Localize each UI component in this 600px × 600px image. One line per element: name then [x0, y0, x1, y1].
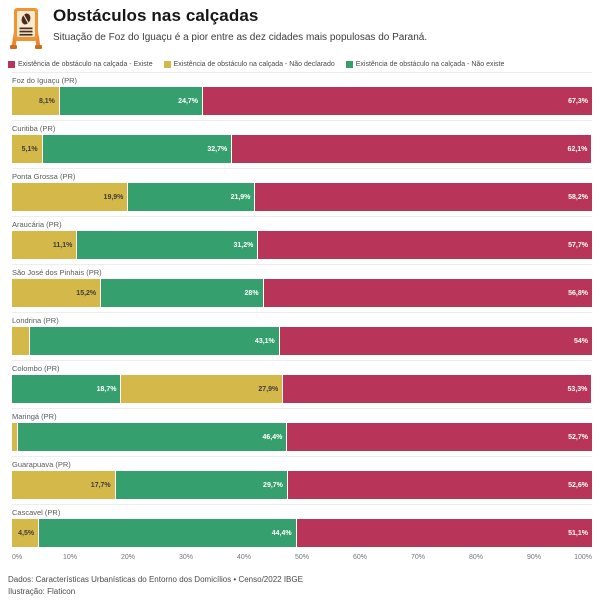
legend-item-nao-declarado: Existência de obstáculo na calçada - Não… — [163, 61, 335, 68]
bar-category-label: Guarapuava (PR) — [12, 460, 71, 469]
bar-segment-nao_existe: 32,7% — [41, 135, 232, 163]
data-source-credit: Dados: Características Urbanísticas do E… — [8, 575, 303, 584]
chart-row: Cascavel (PR) 4,5% 44,4% 51,1% — [12, 504, 592, 547]
header: Obstáculos nas calçadas Situação de Foz … — [8, 5, 592, 49]
stacked-bar: 8,1% 24,7% 67,3% — [12, 87, 592, 115]
easel-sign-icon — [8, 7, 44, 49]
chart-row: Maringá (PR) 46,4% 52,7% — [12, 408, 592, 451]
stacked-bar: 43,1% 54% — [12, 327, 592, 355]
x-axis-tick: 60% — [352, 554, 368, 561]
page-subtitle: Situação de Foz do Iguaçu é a pior entre… — [53, 32, 428, 43]
bar-segment-existe: 52,7% — [286, 423, 592, 451]
bar-segment-nao_existe: 28% — [100, 279, 263, 307]
bar-category-label: Maringá (PR) — [12, 412, 57, 421]
x-axis-tick: 30% — [178, 554, 194, 561]
bar-segment-nao_declarado: 8,1% — [12, 87, 59, 115]
illustration-credit: Ilustração: Flaticon — [8, 586, 76, 596]
chart-row: Foz do Iguaçu (PR) 8,1% 24,7% 67,3% — [12, 72, 592, 115]
bar-segment-nao_declarado — [12, 423, 18, 451]
bar-segment-existe: 62,1% — [231, 135, 592, 163]
legend-label: Existência de obstáculo na calçada - Não… — [355, 61, 505, 68]
stacked-bar: 15,2% 28% 56,8% — [12, 279, 592, 307]
stacked-bar: 46,4% 52,7% — [12, 423, 592, 451]
x-axis-tick: 70% — [410, 554, 426, 561]
bar-category-label: Ponta Grossa (PR) — [12, 172, 76, 181]
bar-segment-existe: 52,6% — [286, 471, 592, 499]
legend-swatch-yellow — [163, 61, 171, 68]
bar-category-label: Cascavel (PR) — [12, 508, 61, 517]
stacked-bar: 18,7% 27,9% 53,3% — [12, 375, 592, 403]
bar-segment-nao_existe: 29,7% — [114, 471, 287, 499]
bar-category-label: Foz do Iguaçu (PR) — [12, 76, 78, 85]
x-axis-tick: 10% — [62, 554, 78, 561]
bar-segment-nao_declarado — [12, 327, 29, 355]
bar-segment-existe: 51,1% — [295, 519, 592, 547]
bar-category-label: Colombo (PR) — [12, 364, 60, 373]
x-axis-tick: 90% — [526, 554, 542, 561]
bar-segment-nao_existe: 21,9% — [127, 183, 255, 211]
bar-segment-nao_declarado: 4,5% — [12, 519, 39, 547]
bar-segment-nao_declarado: 17,7% — [12, 471, 115, 499]
chart-row: Curitiba (PR) 5,1% 32,7% 62,1% — [12, 120, 592, 163]
chart-row: Colombo (PR) 18,7% 27,9% 53,3% — [12, 360, 592, 403]
bar-segment-nao_declarado: 11,1% — [12, 231, 77, 259]
chart-row: São José dos Pinhais (PR) 15,2% 28% 56,8% — [12, 264, 592, 307]
bar-segment-existe: 67,3% — [202, 87, 592, 115]
bar-segment-existe: 54% — [278, 327, 592, 355]
bar-segment-nao_declarado: 27,9% — [120, 375, 283, 403]
footer: Dados: Características Urbanísticas do E… — [8, 574, 592, 597]
chart-row: Londrina (PR) 43,1% 54% — [12, 312, 592, 355]
x-axis-tick: 100% — [574, 554, 592, 561]
x-axis-tick: 50% — [294, 554, 310, 561]
bar-segment-nao_existe: 43,1% — [28, 327, 279, 355]
page-title: Obstáculos nas calçadas — [53, 6, 259, 25]
x-axis-tick: 20% — [120, 554, 136, 561]
chart-row: Araucária (PR) 11,1% 31,2% 57,7% — [12, 216, 592, 259]
bar-segment-existe: 53,3% — [282, 375, 592, 403]
stacked-bar: 19,9% 21,9% 58,2% — [12, 183, 592, 211]
bar-segment-nao_existe: 46,4% — [17, 423, 287, 451]
bar-category-label: Araucária (PR) — [12, 220, 62, 229]
legend-label: Existência de obstáculo na calçada - Não… — [173, 61, 335, 68]
stacked-bar: 5,1% 32,7% 62,1% — [12, 135, 592, 163]
bar-segment-existe: 56,8% — [262, 279, 592, 307]
x-axis-tick: 0% — [12, 554, 23, 561]
bar-segment-existe: 58,2% — [254, 183, 592, 211]
bar-segment-nao_declarado: 19,9% — [12, 183, 128, 211]
bar-category-label: Curitiba (PR) — [12, 124, 56, 133]
x-axis-tick: 80% — [468, 554, 484, 561]
bar-segment-nao_existe: 18,7% — [12, 375, 121, 403]
x-axis: 0% 10% 20% 30% 40% 50% 60% 70% 80% 90% 100% — [12, 552, 592, 564]
bar-segment-nao_declarado: 5,1% — [12, 135, 42, 163]
stacked-bar-chart: Foz do Iguaçu (PR) 8,1% 24,7% 67,3% Curitiba… — [12, 72, 592, 547]
stacked-bar: 4,5% 44,4% 51,1% — [12, 519, 592, 547]
legend-item-existe: Existência de obstáculo na calçada - Exi… — [8, 61, 153, 68]
stacked-bar: 17,7% 29,7% 52,6% — [12, 471, 592, 499]
legend-label: Existência de obstáculo na calçada - Exi… — [18, 61, 153, 68]
legend-item-nao-existe: Existência de obstáculo na calçada - Não… — [345, 61, 505, 68]
chart-row: Guarapuava (PR) 17,7% 29,7% 52,6% — [12, 456, 592, 499]
bar-category-label: São José dos Pinhais (PR) — [12, 268, 102, 277]
bar-category-label: Londrina (PR) — [12, 316, 59, 325]
header-text: Obstáculos nas calçadas Situação de Foz … — [53, 5, 427, 43]
chart-legend: Existência de obstáculo na calçada - Exi… — [8, 61, 592, 68]
stacked-bar: 11,1% 31,2% 57,7% — [12, 231, 592, 259]
bar-segment-nao_existe: 31,2% — [76, 231, 258, 259]
x-axis-tick: 40% — [236, 554, 252, 561]
legend-swatch-red — [8, 61, 15, 68]
chart-row: Ponta Grossa (PR) 19,9% 21,9% 58,2% — [12, 168, 592, 211]
bar-segment-existe: 57,7% — [257, 231, 592, 259]
legend-swatch-green — [345, 61, 353, 68]
bar-segment-nao_existe: 44,4% — [38, 519, 296, 547]
bar-segment-nao_declarado: 15,2% — [12, 279, 101, 307]
bar-segment-nao_existe: 24,7% — [58, 87, 203, 115]
